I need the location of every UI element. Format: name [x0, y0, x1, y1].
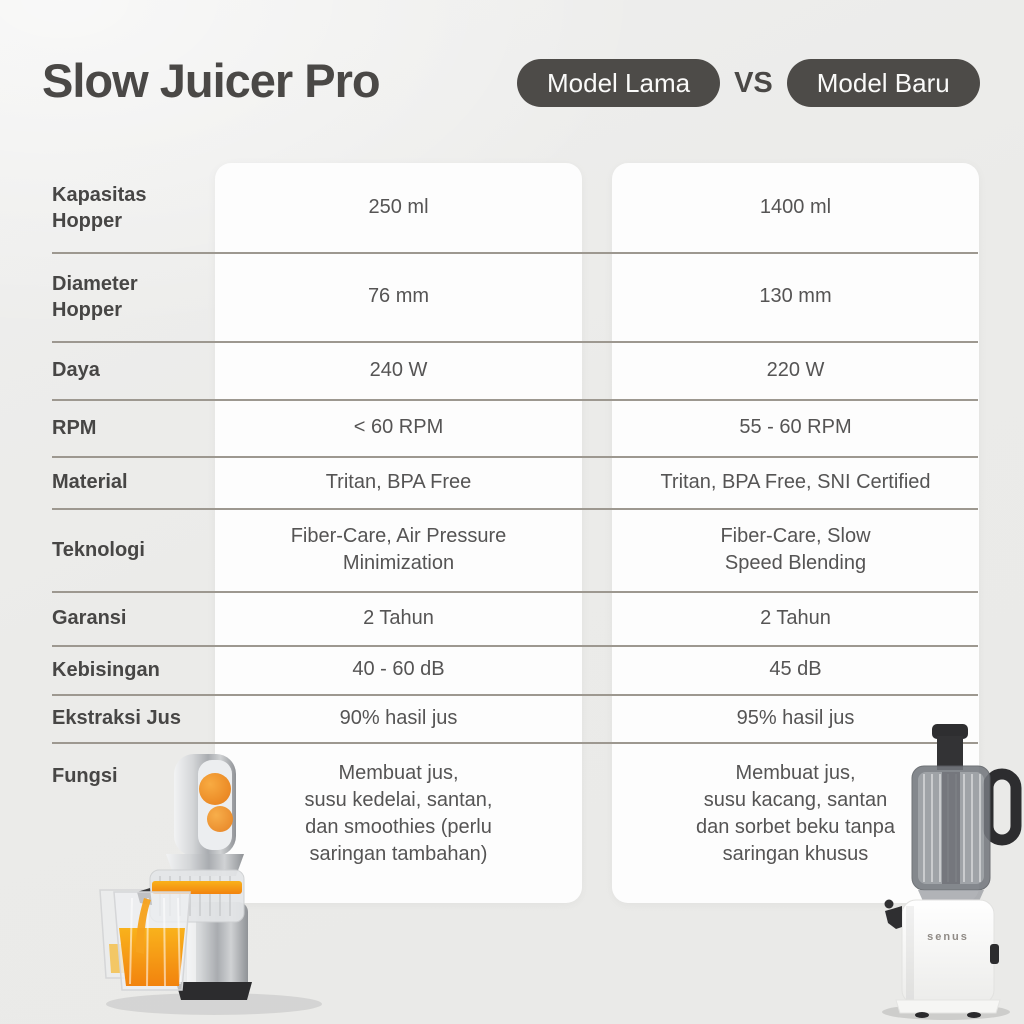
row-divider: [52, 508, 978, 510]
old-model-value: Membuat jus, susu kedelai, santan, dan s…: [304, 762, 493, 865]
spec-row-teknologi: Teknologi Fiber-Care, Air Pressure Minim…: [0, 508, 1024, 591]
spec-row-fungsi: Fungsi Membuat jus, susu kedelai, santan…: [0, 743, 1024, 903]
spec-label: Daya: [52, 359, 100, 381]
spec-row-kapasitas-hopper: Kapasitas Hopper 250 ml 1400 ml: [0, 163, 1024, 252]
new-model-value: Membuat jus, susu kacang, santan dan sor…: [695, 762, 896, 865]
old-model-juicer-image: [99, 754, 322, 1015]
model-badges: Model Lama VS Model Baru: [517, 59, 980, 107]
row-divider: [52, 341, 978, 343]
old-model-value: < 60 RPM: [353, 416, 444, 438]
new-model-value: Fiber-Care, Slow Speed Blending: [720, 524, 871, 574]
spec-label: Diameter Hopper: [52, 272, 138, 321]
old-model-value: 76 mm: [367, 285, 430, 307]
spec-row-garansi: Garansi 2 Tahun 2 Tahun: [0, 591, 1024, 645]
spec-label: Kapasitas Hopper: [52, 183, 147, 232]
old-model-value: Fiber-Care, Air Pressure Minimization: [290, 524, 507, 574]
old-model-value: 40 - 60 dB: [352, 658, 445, 680]
old-model-value: 90% hasil jus: [339, 706, 458, 729]
old-model-value: 240 W: [369, 358, 428, 381]
new-model-juicer-image: senus: [882, 724, 1022, 1020]
new-model-value: 130 mm: [759, 285, 832, 307]
vs-label: VS: [734, 66, 773, 99]
spec-label: RPM: [52, 416, 97, 439]
spec-label: Garansi: [52, 607, 127, 629]
spec-row-material: Material Tritan, BPA Free Tritan, BPA Fr…: [0, 456, 1024, 508]
spec-row-kebisingan: Kebisingan 40 - 60 dB 45 dB: [0, 645, 1024, 694]
spec-row-daya: Daya 240 W 220 W: [0, 341, 1024, 399]
spec-row-rpm: RPM < 60 RPM 55 - 60 RPM: [0, 399, 1024, 456]
row-divider: [52, 694, 978, 696]
page-title: Slow Juicer Pro: [42, 54, 381, 107]
spec-label: Kebisingan: [52, 658, 160, 681]
new-model-value: 95% hasil jus: [736, 706, 855, 729]
new-model-value: 55 - 60 RPM: [739, 416, 852, 438]
spec-label: Teknologi: [52, 538, 145, 561]
new-model-value: 2 Tahun: [760, 606, 831, 629]
spec-label: Ekstraksi Jus: [52, 707, 181, 729]
badge-model-lama: Model Lama: [517, 59, 721, 107]
new-model-value: Tritan, BPA Free, SNI Certified: [660, 470, 931, 493]
row-divider: [52, 591, 978, 593]
row-divider: [52, 742, 978, 744]
spec-label: Material: [52, 471, 128, 493]
row-divider: [52, 456, 978, 458]
spec-label: Fungsi: [52, 765, 118, 787]
new-model-value: 1400 ml: [759, 196, 832, 218]
senus-brand-logo: senus: [927, 931, 969, 943]
row-divider: [52, 399, 978, 401]
row-divider: [52, 252, 978, 254]
spec-row-diameter-hopper: Diameter Hopper 76 mm 130 mm: [0, 252, 1024, 341]
new-model-value: 45 dB: [769, 658, 822, 680]
old-model-value: 2 Tahun: [363, 606, 434, 629]
row-divider: [52, 645, 978, 647]
old-model-value: Tritan, BPA Free: [325, 470, 472, 493]
old-model-column-panel: [215, 163, 582, 903]
new-model-value: 220 W: [766, 358, 825, 381]
spec-row-ekstraksi-jus: Ekstraksi Jus 90% hasil jus 95% hasil ju…: [0, 694, 1024, 742]
badge-model-baru: Model Baru: [786, 59, 980, 107]
old-model-value: 250 ml: [368, 196, 429, 218]
